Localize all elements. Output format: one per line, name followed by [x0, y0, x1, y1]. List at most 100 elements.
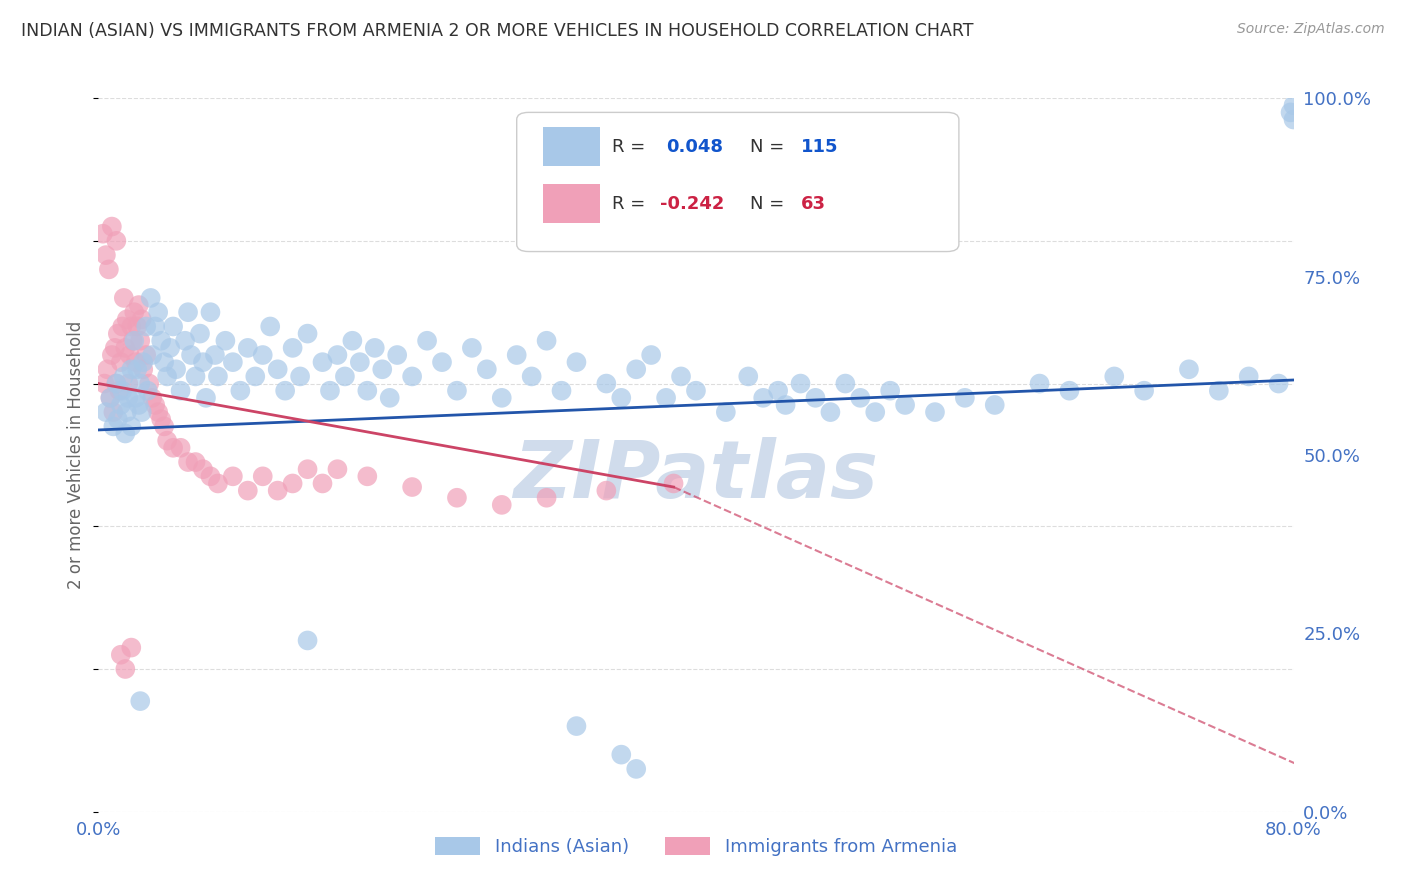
- Point: [128, 298, 150, 312]
- Text: N =: N =: [749, 137, 790, 155]
- Point: [107, 412, 129, 426]
- Point: [169, 441, 191, 455]
- Point: [319, 384, 342, 398]
- Point: [461, 341, 484, 355]
- Point: [311, 476, 333, 491]
- FancyBboxPatch shape: [543, 184, 600, 223]
- Point: [159, 341, 181, 355]
- Point: [371, 362, 394, 376]
- Point: [174, 334, 197, 348]
- Point: [114, 662, 136, 676]
- Point: [132, 355, 155, 369]
- Point: [115, 312, 138, 326]
- Point: [1208, 384, 1230, 398]
- Point: [207, 476, 229, 491]
- Point: [520, 369, 543, 384]
- Point: [879, 384, 901, 398]
- Point: [714, 405, 737, 419]
- Point: [100, 391, 122, 405]
- Point: [236, 483, 259, 498]
- Point: [364, 341, 387, 355]
- Point: [1059, 384, 1081, 398]
- Point: [131, 405, 153, 419]
- Point: [536, 334, 558, 348]
- Point: [108, 384, 131, 398]
- Point: [101, 219, 124, 234]
- Point: [114, 426, 136, 441]
- Point: [177, 305, 200, 319]
- Point: [342, 334, 364, 348]
- Point: [200, 469, 222, 483]
- Point: [865, 405, 887, 419]
- Point: [222, 355, 245, 369]
- Point: [127, 319, 149, 334]
- Point: [120, 319, 142, 334]
- Point: [326, 348, 349, 362]
- Point: [207, 369, 229, 384]
- Point: [1279, 105, 1302, 120]
- Point: [378, 391, 401, 405]
- Point: [267, 362, 290, 376]
- Point: [245, 369, 267, 384]
- Point: [1267, 376, 1289, 391]
- Text: ZIPatlas: ZIPatlas: [513, 437, 879, 516]
- Point: [105, 376, 128, 391]
- Point: [129, 694, 152, 708]
- Point: [150, 412, 173, 426]
- Point: [311, 355, 333, 369]
- Point: [103, 405, 125, 419]
- Point: [191, 355, 214, 369]
- Point: [180, 348, 202, 362]
- Point: [128, 398, 150, 412]
- Point: [626, 762, 648, 776]
- Point: [165, 362, 187, 376]
- Point: [297, 326, 319, 341]
- Point: [112, 369, 135, 384]
- Point: [117, 376, 139, 391]
- Point: [326, 462, 349, 476]
- Point: [104, 341, 127, 355]
- Point: [281, 476, 304, 491]
- Point: [120, 640, 142, 655]
- Point: [115, 405, 138, 419]
- Point: [737, 369, 759, 384]
- Point: [111, 319, 134, 334]
- Point: [1133, 384, 1156, 398]
- Point: [297, 462, 319, 476]
- Point: [125, 391, 148, 405]
- Point: [141, 348, 163, 362]
- Text: N =: N =: [749, 194, 790, 212]
- Point: [129, 334, 152, 348]
- Text: R =: R =: [613, 194, 651, 212]
- Point: [94, 405, 117, 419]
- Point: [229, 384, 252, 398]
- Point: [105, 234, 128, 248]
- Point: [120, 419, 142, 434]
- Point: [775, 398, 797, 412]
- Point: [565, 355, 588, 369]
- Point: [401, 480, 423, 494]
- Point: [595, 376, 617, 391]
- Point: [143, 398, 166, 412]
- Text: INDIAN (ASIAN) VS IMMIGRANTS FROM ARMENIA 2 OR MORE VEHICLES IN HOUSEHOLD CORREL: INDIAN (ASIAN) VS IMMIGRANTS FROM ARMENI…: [21, 22, 973, 40]
- Point: [177, 455, 200, 469]
- Point: [97, 262, 120, 277]
- Point: [356, 384, 378, 398]
- Point: [669, 369, 692, 384]
- Point: [132, 362, 155, 376]
- Point: [610, 391, 633, 405]
- Point: [129, 376, 152, 391]
- Point: [595, 483, 617, 498]
- Point: [200, 305, 222, 319]
- Point: [121, 334, 143, 348]
- Point: [100, 391, 122, 405]
- Point: [139, 291, 162, 305]
- Text: 0.048: 0.048: [666, 137, 723, 155]
- Point: [475, 362, 498, 376]
- FancyBboxPatch shape: [517, 112, 959, 252]
- Point: [789, 376, 811, 391]
- Point: [849, 391, 872, 405]
- Point: [135, 319, 157, 334]
- Point: [96, 362, 118, 376]
- Point: [156, 434, 179, 448]
